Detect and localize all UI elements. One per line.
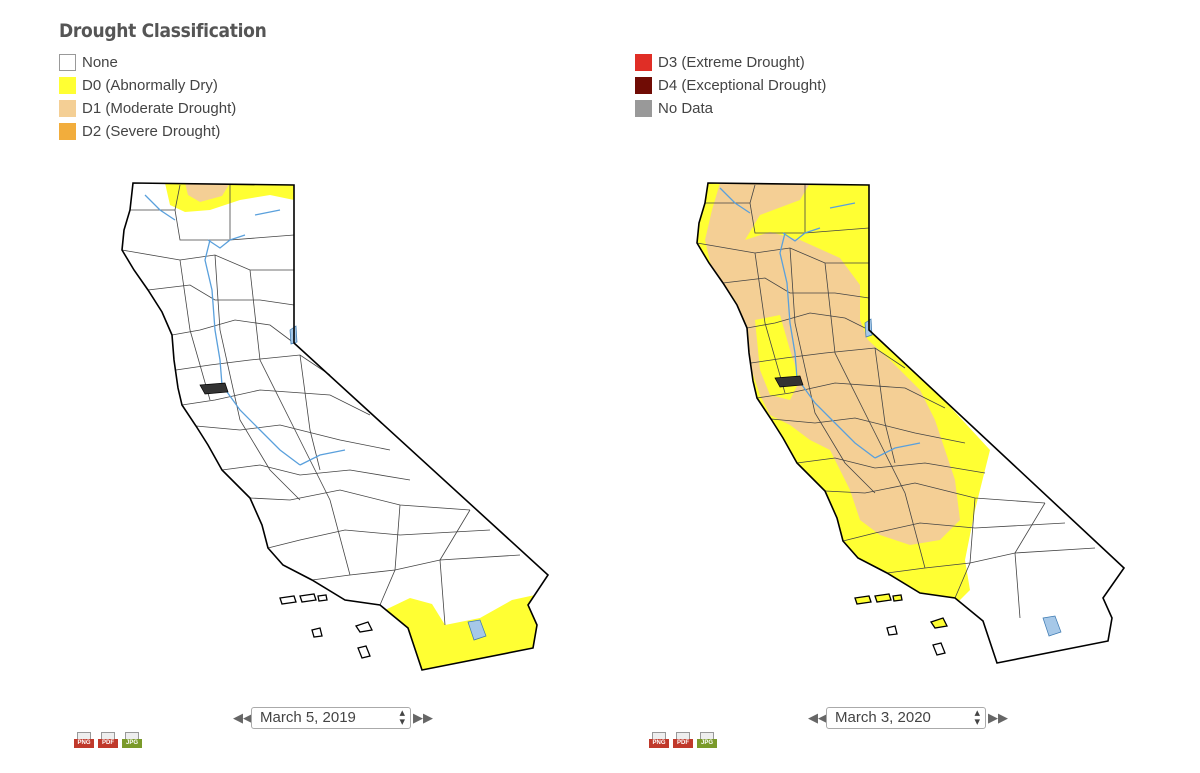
legend-label: None bbox=[82, 54, 118, 71]
legend-swatch bbox=[59, 54, 76, 71]
download-icons-2019: PNG PDF JPG bbox=[74, 732, 142, 750]
legend-title: Drought Classification bbox=[59, 20, 267, 42]
channel-islands bbox=[279, 593, 373, 659]
channel-islands bbox=[854, 593, 948, 656]
rivers bbox=[719, 187, 921, 459]
legend-label: No Data bbox=[658, 100, 714, 117]
drought-map-2020 bbox=[696, 182, 1126, 664]
state-fill bbox=[122, 183, 548, 670]
prev-date-arrow-icon[interactable]: ◀◀ bbox=[233, 710, 253, 725]
county-lines bbox=[696, 184, 1096, 619]
legend-item-d2: D2 (Severe Drought) bbox=[59, 120, 236, 143]
state-border bbox=[121, 182, 550, 671]
date-select-2020[interactable]: March 3, 2020 ▴ ▾ bbox=[826, 707, 986, 729]
county-lines bbox=[121, 184, 521, 626]
jpg-download-icon[interactable]: JPG bbox=[697, 732, 717, 750]
lakes bbox=[774, 318, 1062, 637]
legend-column-right: D3 (Extreme Drought) D4 (Exceptional Dro… bbox=[635, 51, 826, 120]
legend-label: D4 (Exceptional Drought) bbox=[658, 77, 827, 94]
download-icons-2020: PNG PDF JPG bbox=[649, 732, 717, 750]
date-control-2020: ◀◀ March 3, 2020 ▴ ▾ ▶▶ bbox=[808, 707, 1008, 729]
legend-swatch bbox=[59, 77, 76, 94]
legend-swatch bbox=[59, 123, 76, 140]
rivers bbox=[144, 194, 346, 466]
updown-chevron-icon: ▴ ▾ bbox=[399, 707, 405, 728]
legend-label: D2 (Severe Drought) bbox=[82, 123, 221, 140]
date-select-value: March 3, 2020 bbox=[835, 709, 931, 726]
legend-label: D3 (Extreme Drought) bbox=[658, 54, 805, 71]
state-border bbox=[696, 182, 1126, 664]
legend-item-d3: D3 (Extreme Drought) bbox=[635, 51, 826, 74]
prev-date-arrow-icon[interactable]: ◀◀ bbox=[808, 710, 828, 725]
pdf-download-icon[interactable]: PDF bbox=[673, 732, 693, 750]
d1-area bbox=[705, 183, 960, 545]
legend-label: D0 (Abnormally Dry) bbox=[82, 77, 218, 94]
legend-swatch bbox=[635, 77, 652, 94]
date-select-value: March 5, 2019 bbox=[260, 709, 356, 726]
legend-swatch bbox=[635, 100, 652, 117]
date-select-2019[interactable]: March 5, 2019 ▴ ▾ bbox=[251, 707, 411, 729]
legend-label: D1 (Moderate Drought) bbox=[82, 100, 237, 117]
legend-item-no-data: No Data bbox=[635, 97, 826, 120]
jpg-download-icon[interactable]: JPG bbox=[122, 732, 142, 750]
legend-item-d4: D4 (Exceptional Drought) bbox=[635, 74, 826, 97]
pdf-download-icon[interactable]: PDF bbox=[98, 732, 118, 750]
updown-chevron-icon: ▴ ▾ bbox=[974, 707, 980, 728]
legend-item-none: None bbox=[59, 51, 236, 74]
legend-item-d0: D0 (Abnormally Dry) bbox=[59, 74, 236, 97]
png-download-icon[interactable]: PNG bbox=[74, 732, 94, 750]
legend-item-d1: D1 (Moderate Drought) bbox=[59, 97, 236, 120]
legend-swatch bbox=[59, 100, 76, 117]
drought-map-2019 bbox=[121, 182, 550, 671]
png-download-icon[interactable]: PNG bbox=[649, 732, 669, 750]
legend-swatch bbox=[635, 54, 652, 71]
date-control-2019: ◀◀ March 5, 2019 ▴ ▾ ▶▶ bbox=[233, 707, 433, 729]
d1-area-north bbox=[185, 183, 230, 202]
legend-column-left: None D0 (Abnormally Dry) D1 (Moderate Dr… bbox=[59, 51, 236, 143]
next-date-arrow-icon[interactable]: ▶▶ bbox=[413, 710, 433, 725]
next-date-arrow-icon[interactable]: ▶▶ bbox=[988, 710, 1008, 725]
